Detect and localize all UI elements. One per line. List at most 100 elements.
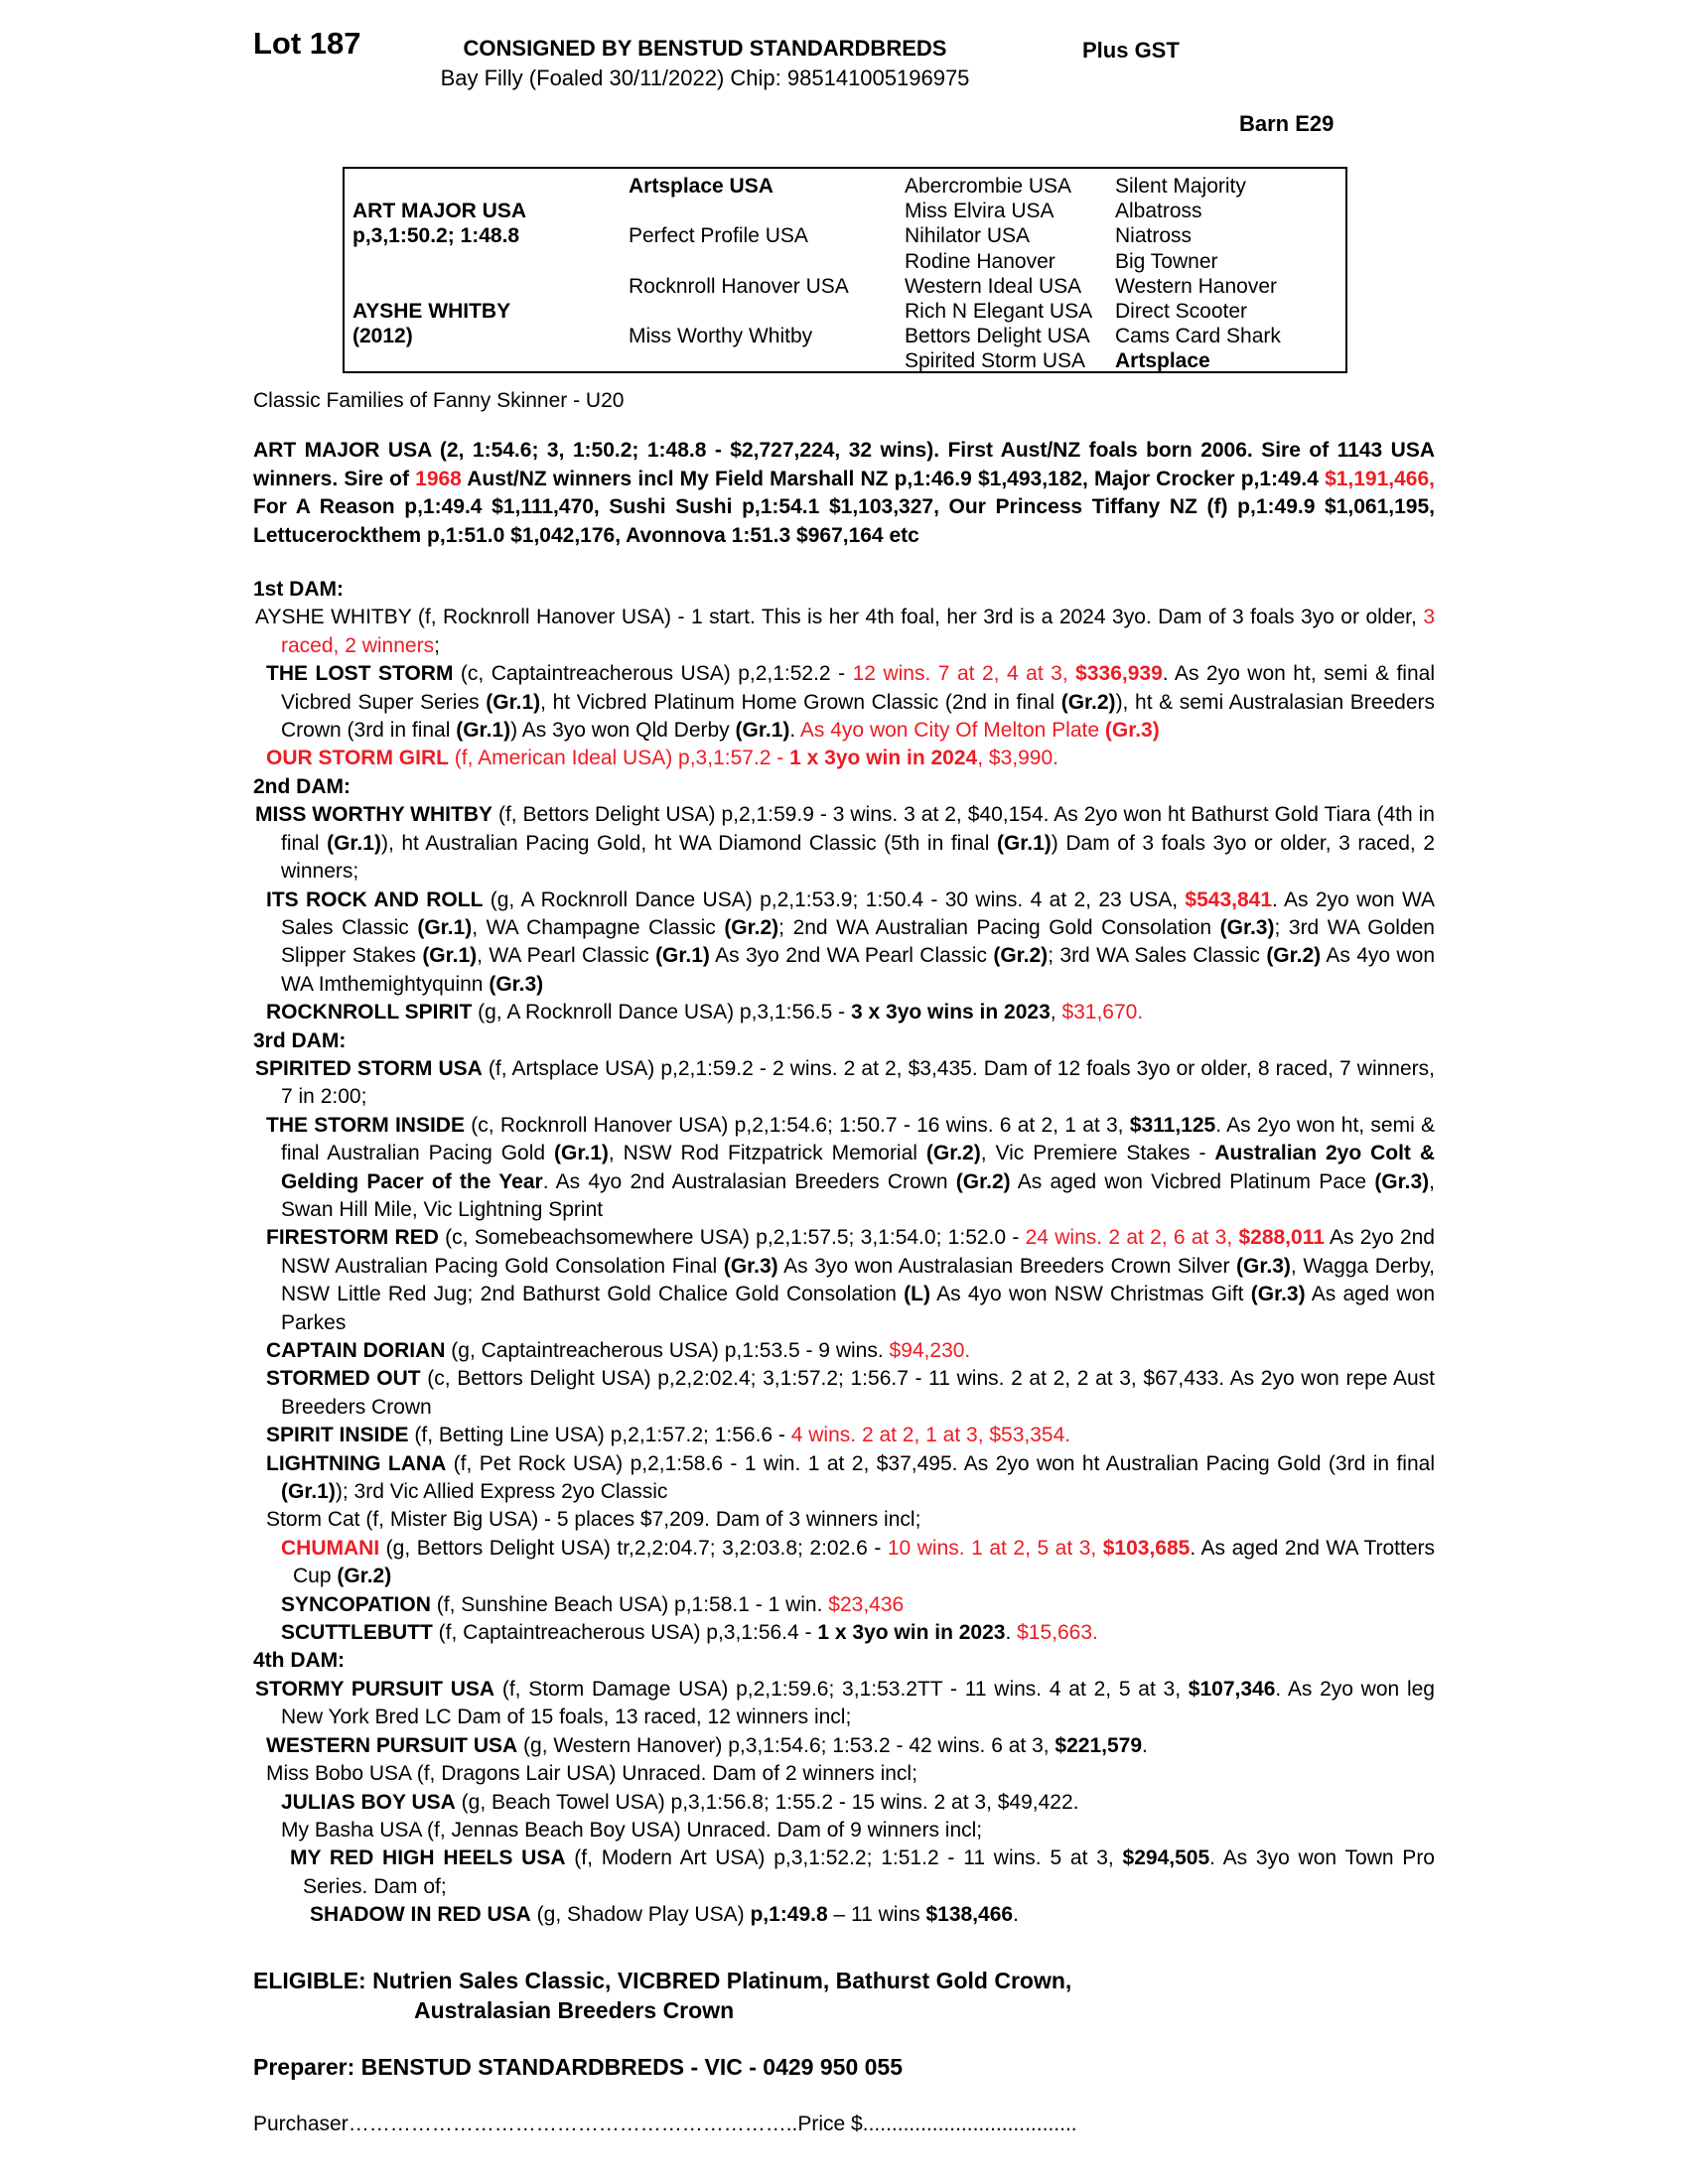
text-segment: (Gr.2) bbox=[1060, 690, 1116, 714]
text-segment: SPIRITED STORM USA bbox=[255, 1056, 483, 1080]
text-segment: (c, Captaintreacherous USA) p,2,1:52.2 - bbox=[453, 662, 853, 686]
text-segment: (Gr.3) bbox=[1236, 1254, 1291, 1278]
text-segment: THE LOST STORM bbox=[266, 662, 454, 686]
pedigree-cell: (2012) bbox=[352, 325, 413, 348]
text-segment: $138,466 bbox=[925, 1903, 1014, 1927]
text-segment: $23,436 bbox=[828, 1592, 905, 1616]
para-scuttlebutt: SCUTTLEBUTT (f, Captaintreacherous USA) … bbox=[253, 1619, 1435, 1647]
text-segment: FIRESTORM RED bbox=[266, 1226, 439, 1250]
text-segment: MY RED HIGH HEELS USA bbox=[290, 1846, 566, 1870]
para-rocknroll-spirit: ROCKNROLL SPIRIT (g, A Rocknroll Dance U… bbox=[253, 999, 1435, 1026]
text-segment: ) As 3yo won Qld Derby bbox=[510, 719, 736, 743]
text-segment: (f, Bettors Delight USA) p,2,1:59.9 - 3 … bbox=[281, 803, 1435, 855]
text-segment: (Gr.1) bbox=[996, 831, 1052, 855]
text-segment: $221,579 bbox=[1055, 1733, 1143, 1757]
sire-paragraph: ART MAJOR USA (2, 1:54.6; 3, 1:50.2; 1:4… bbox=[253, 437, 1435, 550]
para-shadow-in-red-usa: SHADOW IN RED USA (g, Shadow Play USA) p… bbox=[253, 1901, 1435, 1929]
text-segment: 4 wins. 2 at 2, 1 at 3, $53,354. bbox=[790, 1424, 1071, 1447]
text-segment: As 4yo won City Of Melton Plate bbox=[799, 719, 1105, 743]
text-segment: LIGHTNING LANA bbox=[266, 1451, 447, 1475]
text-segment: (f, Sunshine Beach USA) p,1:58.1 - 1 win… bbox=[430, 1592, 829, 1616]
para-my-basha-usa: My Basha USA (f, Jennas Beach Boy USA) U… bbox=[253, 1817, 1435, 1844]
text-segment: $311,125 bbox=[1129, 1113, 1216, 1137]
pedigree-column-greatgrandparents: Abercrombie USA Miss Elvira USA Nihilator … bbox=[905, 174, 1115, 374]
text-segment: (f, Modern Art USA) p,3,1:52.2; 1:51.2 -… bbox=[565, 1846, 1123, 1870]
consignor-title: CONSIGNED BY BENSTUD STANDARDBREDS bbox=[463, 36, 947, 61]
text-segment: , WA Champagne Classic bbox=[472, 915, 725, 939]
para-western-pursuit-usa: WESTERN PURSUIT USA (g, Western Hanover)… bbox=[253, 1732, 1435, 1760]
pedigree-cell bbox=[352, 174, 629, 199]
text-segment: As 4yo won WA Imthemightyquinn bbox=[281, 944, 1435, 996]
heading-4th-dam: 4th DAM: bbox=[253, 1647, 1435, 1675]
text-segment: ITS ROCK AND ROLL bbox=[266, 887, 484, 911]
text-segment: $31,670. bbox=[1061, 1001, 1144, 1024]
text-segment: OUR STORM GIRL bbox=[266, 747, 449, 770]
text-segment: (Gr.3) bbox=[723, 1254, 778, 1278]
para-stormy-pursuit-usa: STORMY PURSUIT USA (f, Storm Damage USA)… bbox=[253, 1676, 1435, 1732]
text-segment: , $3,990. bbox=[977, 747, 1058, 770]
text-segment: (Gr.1) bbox=[486, 690, 541, 714]
para-julias-boy-usa: JULIAS BOY USA (g, Beach Towel USA) p,3,… bbox=[253, 1789, 1435, 1817]
text-segment: My Basha USA (f, Jennas Beach Boy USA) U… bbox=[281, 1818, 983, 1842]
para-its-rock-and-roll: ITS ROCK AND ROLL (g, A Rocknroll Dance … bbox=[253, 887, 1435, 1000]
text-segment: SHADOW IN RED USA bbox=[310, 1903, 531, 1927]
text-segment: WESTERN PURSUIT USA bbox=[266, 1733, 518, 1757]
consignor-block: CONSIGNED BY BENSTUD STANDARDBREDS Bay F… bbox=[338, 36, 1072, 91]
horse-description: Bay Filly (Foaled 30/11/2022) Chip: 9851… bbox=[440, 66, 970, 90]
pedigree-cell: Spirited Storm USA bbox=[905, 349, 1086, 373]
eligible-line-2: Australasian Breeders Crown bbox=[414, 1996, 735, 2023]
text-segment: (Gr.1) bbox=[655, 944, 710, 968]
pedigree-cell: Nihilator USA bbox=[905, 224, 1031, 248]
para-captain-dorian: CAPTAIN DORIAN (g, Captaintreacherous US… bbox=[253, 1337, 1435, 1365]
text-segment: 10 wins. 1 at 2, 5 at 3, bbox=[887, 1536, 1103, 1560]
text-segment: 1968 bbox=[415, 467, 462, 490]
text-segment: ROCKNROLL SPIRIT bbox=[266, 1001, 473, 1024]
text-segment: (g, Captaintreacherous USA) p,1:53.5 - 9… bbox=[445, 1339, 890, 1362]
text-segment: (Gr.3) bbox=[1104, 719, 1160, 743]
pedigree-cell: Big Towner bbox=[1115, 249, 1218, 273]
pedigree-cell: Cams Card Shark bbox=[1115, 325, 1281, 348]
text-segment: ) Dam of 3 foals 3yo or older, 3 raced, … bbox=[281, 831, 1436, 884]
text-segment: Australian 2yo Colt & Gelding Pacer of t… bbox=[281, 1142, 1435, 1193]
text-segment: (Gr.1) bbox=[735, 719, 790, 743]
text-segment: (Gr.2) bbox=[337, 1565, 392, 1588]
pedigree-cell: Bettors Delight USA bbox=[905, 325, 1090, 348]
text-segment: ), ht Australian Pacing Gold, ht WA Diam… bbox=[380, 831, 997, 855]
page-body: Classic Families of Fanny Skinner - U20 … bbox=[253, 387, 1435, 2138]
text-segment: (Gr.3) bbox=[1219, 915, 1275, 939]
pedigree-cell: Rocknroll Hanover USA bbox=[629, 274, 849, 298]
text-segment: $94,230. bbox=[889, 1339, 971, 1362]
text-segment: As 3yo 2nd WA Pearl Classic bbox=[709, 944, 994, 968]
heading-2nd-dam: 2nd DAM: bbox=[253, 773, 1435, 801]
text-segment: . As aged 2nd WA Trotters Cup bbox=[293, 1536, 1436, 1588]
text-segment: (g, A Rocknroll Dance USA) p,3,1:56.5 - bbox=[472, 1001, 851, 1024]
text-segment: (Gr.1) bbox=[554, 1142, 609, 1165]
text-segment: As 4yo won NSW Christmas Gift bbox=[929, 1283, 1251, 1306]
para-miss-bobo-usa: Miss Bobo USA (f, Dragons Lair USA) Unra… bbox=[253, 1760, 1435, 1788]
text-segment: As aged won Vicbred Platinum Pace bbox=[1010, 1169, 1375, 1193]
text-segment: $288,011 bbox=[1238, 1226, 1325, 1250]
barn-label: Barn E29 bbox=[1239, 111, 1335, 136]
text-segment: AYSHE WHITBY (f, Rocknroll Hanover USA) … bbox=[255, 606, 1424, 629]
text-segment: For A Reason p,1:49.4 $1,111,470, Sushi … bbox=[253, 495, 1435, 547]
text-segment: . As 2yo won ht, semi & final Vicbred Su… bbox=[281, 662, 1436, 714]
text-segment: . bbox=[1005, 1621, 1018, 1645]
text-segment: ; 3rd WA Golden Slipper Stakes bbox=[281, 915, 1435, 968]
text-segment: . As 3yo won Town Pro Series. Dam of; bbox=[303, 1846, 1435, 1898]
text-segment: SPIRIT INSIDE bbox=[266, 1424, 409, 1447]
plus-gst-label: Plus GST bbox=[1082, 38, 1180, 63]
para-spirited-storm-usa: SPIRITED STORM USA (f, Artsplace USA) p,… bbox=[253, 1055, 1435, 1112]
pedigree-cell bbox=[629, 199, 905, 223]
text-segment: . As 2yo won leg New York Bred LC Dam of… bbox=[281, 1677, 1435, 1729]
text-segment: , WA Pearl Classic bbox=[477, 944, 656, 968]
text-segment: 3rd DAM: bbox=[253, 1028, 347, 1052]
pedigree-column-gggrandparents: Silent Majority Albatross Niatross Big Town… bbox=[1115, 174, 1345, 374]
text-segment: (f, Pet Rock USA) p,2,1:58.6 - 1 win. 1 … bbox=[446, 1451, 1435, 1475]
pedigree-column-parents: ART MAJOR USA p,3,1:50.2; 1:48.8 AYSHE WH… bbox=[352, 174, 629, 374]
text-segment: (L) bbox=[904, 1283, 930, 1306]
pedigree-cell: Artsplace USA bbox=[629, 175, 774, 198]
text-segment: 1st DAM: bbox=[253, 578, 345, 602]
pedigree-cell: Miss Elvira USA bbox=[905, 200, 1055, 223]
text-segment: (Gr.3) bbox=[1374, 1169, 1430, 1193]
text-segment: $15,663. bbox=[1017, 1621, 1098, 1645]
